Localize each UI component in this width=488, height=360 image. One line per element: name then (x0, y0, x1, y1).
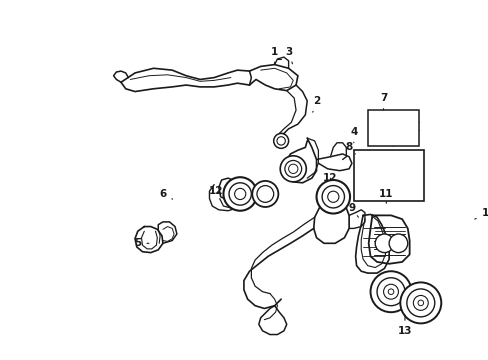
Circle shape (387, 289, 393, 294)
Circle shape (285, 161, 301, 177)
Circle shape (412, 296, 427, 310)
Circle shape (327, 191, 338, 202)
Circle shape (256, 186, 273, 202)
Circle shape (252, 181, 278, 207)
Circle shape (322, 186, 344, 208)
Text: 2: 2 (312, 96, 320, 112)
Text: 11: 11 (378, 189, 393, 203)
Circle shape (316, 180, 349, 213)
Circle shape (388, 234, 407, 253)
Circle shape (280, 156, 305, 182)
FancyBboxPatch shape (367, 110, 418, 145)
Circle shape (288, 164, 297, 174)
Text: 6: 6 (159, 189, 172, 199)
Text: 12: 12 (323, 173, 337, 183)
Text: 4: 4 (349, 127, 357, 143)
Circle shape (223, 177, 256, 211)
Text: 13: 13 (397, 315, 411, 336)
Circle shape (228, 183, 251, 205)
Text: 5: 5 (134, 238, 149, 248)
Circle shape (417, 300, 423, 306)
Circle shape (234, 188, 245, 199)
FancyBboxPatch shape (353, 150, 423, 201)
Circle shape (276, 137, 285, 145)
Circle shape (273, 134, 288, 148)
Text: 1: 1 (270, 46, 278, 64)
Circle shape (376, 278, 404, 306)
Text: 9: 9 (347, 203, 358, 217)
Text: 8: 8 (345, 143, 355, 154)
Circle shape (406, 289, 434, 317)
Circle shape (370, 271, 411, 312)
Text: 3: 3 (285, 46, 292, 64)
Text: 10: 10 (474, 208, 488, 219)
Circle shape (374, 234, 393, 253)
Text: 7: 7 (379, 93, 386, 110)
Circle shape (383, 284, 398, 299)
Text: 12: 12 (208, 186, 223, 196)
Circle shape (400, 282, 440, 323)
